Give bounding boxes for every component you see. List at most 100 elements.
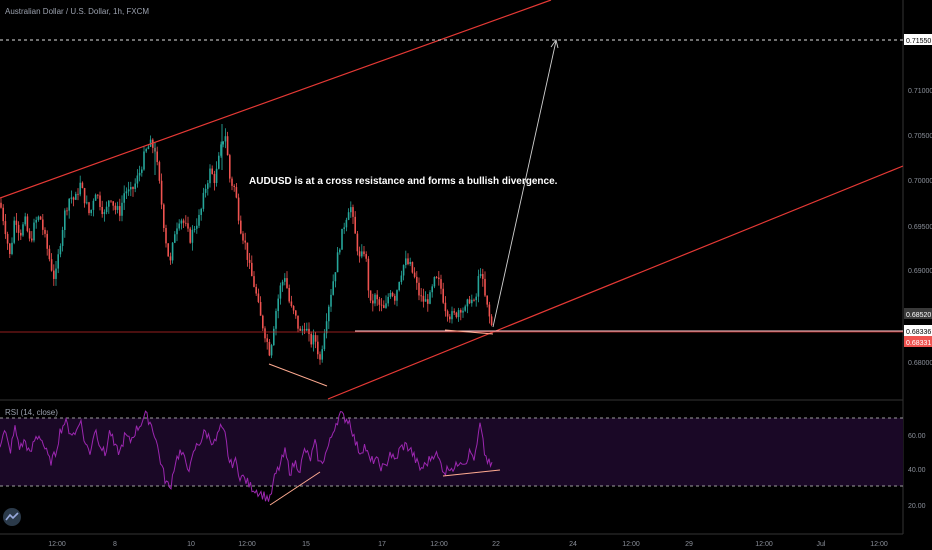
candle-body (158, 162, 161, 181)
candle-body (86, 202, 88, 204)
candle-body (70, 197, 73, 199)
candle-body (68, 198, 70, 211)
candle-body (224, 136, 227, 142)
candle-body (28, 231, 31, 239)
candle-body (15, 220, 18, 225)
candle-body (378, 299, 381, 305)
candle-body (341, 228, 343, 250)
candle-body (240, 220, 242, 234)
candle-body (171, 242, 174, 261)
candle-body (301, 329, 304, 331)
candle-body (317, 341, 319, 355)
time-axis-tick: 12:00 (238, 541, 256, 548)
candle-body (345, 219, 348, 228)
candle-body (187, 223, 189, 229)
candle-body (229, 155, 231, 179)
candle-body (88, 202, 90, 214)
candle-body (354, 216, 356, 234)
candle-body (39, 216, 42, 220)
price-label-box (904, 325, 932, 336)
time-axis-tick: 12:00 (622, 541, 640, 548)
candle-body (222, 141, 224, 145)
price-label: 0.68331 (906, 340, 931, 347)
candle-body (427, 299, 429, 304)
tradingview-logo-icon[interactable] (3, 508, 21, 526)
candle-body (299, 328, 301, 331)
price-axis-tick: 0.71000 (908, 88, 932, 95)
candle-body (130, 186, 132, 190)
candle-body (471, 299, 473, 304)
candle-body (330, 294, 332, 307)
candle-body (376, 294, 378, 300)
candle-body (202, 192, 205, 209)
candle-body (358, 251, 361, 257)
candle-body (389, 292, 392, 297)
candle-body (218, 155, 220, 169)
candle-body (334, 272, 337, 282)
candle-body (490, 316, 493, 326)
time-axis-tick: 8 (113, 541, 117, 548)
candle-body (233, 185, 235, 188)
candle-body (42, 219, 44, 230)
time-axis-tick: 22 (492, 541, 500, 548)
candle-body (11, 242, 13, 254)
time-axis-tick: 29 (685, 541, 693, 548)
candle-body (97, 194, 99, 196)
candle-body (486, 295, 488, 305)
candle-body (193, 228, 196, 230)
candle-body (398, 282, 400, 291)
candle-body (46, 233, 48, 249)
time-axis-tick: 24 (569, 541, 577, 548)
candle-body (246, 242, 249, 260)
candle-body (264, 328, 266, 339)
candle-body (207, 183, 209, 189)
candle-body (385, 303, 387, 308)
candle-body (145, 149, 147, 152)
candle-body (361, 251, 363, 257)
candle-body (99, 195, 101, 207)
candle-body (61, 230, 64, 246)
candle-body (9, 243, 11, 254)
candle-body (81, 182, 84, 189)
time-axis-tick: 12:00 (870, 541, 888, 548)
candle-body (121, 202, 123, 216)
candle-body (413, 272, 416, 277)
candle-body (136, 175, 139, 184)
candle-body (64, 210, 66, 231)
candle-body (13, 220, 15, 243)
candle-body (343, 227, 345, 229)
rsi-title: RSI (14, close) (5, 408, 58, 417)
candle-body (431, 286, 433, 293)
candle-body (17, 224, 20, 233)
candle-body (273, 328, 275, 346)
candle-body (314, 335, 317, 342)
candle-body (209, 168, 211, 184)
candle-body (453, 311, 455, 313)
candle-body (400, 275, 403, 283)
price-label-box (904, 308, 932, 319)
candle-body (332, 281, 334, 295)
candle-body (460, 310, 462, 313)
candle-body (244, 240, 246, 243)
candle-body (391, 292, 394, 296)
candle-body (374, 294, 376, 304)
candle-body (101, 206, 103, 215)
candle-body (251, 262, 253, 277)
price-axis-tick: 0.69500 (908, 224, 932, 231)
candle-body (149, 139, 152, 147)
price-divergence-line (268, 363, 328, 387)
price-axis-tick: 0.68000 (908, 360, 932, 367)
analysis-annotation: AUDUSD is at a cross resistance and form… (249, 176, 558, 187)
candle-body (248, 259, 251, 263)
candle-body (284, 278, 286, 282)
candle-body (92, 200, 95, 210)
candle-body (50, 259, 53, 271)
candle-body (418, 282, 420, 296)
candle-body (365, 254, 367, 259)
rsi-divergence-line (269, 471, 321, 506)
candle-body (185, 222, 187, 224)
candle-body (138, 172, 141, 176)
candle-body (211, 168, 213, 174)
candle-body (446, 311, 449, 317)
